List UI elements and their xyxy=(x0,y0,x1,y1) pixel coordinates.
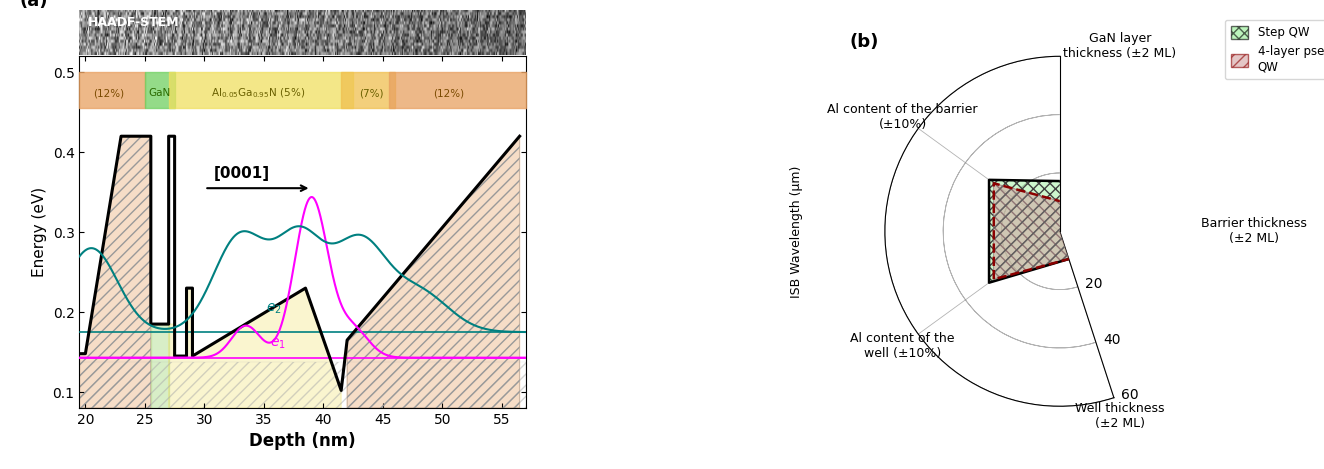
Text: [0001]: [0001] xyxy=(214,166,270,181)
Text: Al$_{0.05}$Ga$_{0.95}$N (5%): Al$_{0.05}$Ga$_{0.95}$N (5%) xyxy=(211,86,305,100)
Bar xyxy=(389,72,526,108)
Text: $e_2$: $e_2$ xyxy=(266,302,282,317)
Polygon shape xyxy=(347,136,519,408)
Polygon shape xyxy=(151,324,168,408)
Text: $e_1$: $e_1$ xyxy=(270,336,286,351)
Polygon shape xyxy=(168,288,342,408)
Polygon shape xyxy=(994,183,1090,279)
Polygon shape xyxy=(989,180,1168,283)
Text: (12%): (12%) xyxy=(94,88,124,98)
Text: (a): (a) xyxy=(20,0,49,10)
X-axis label: Depth (nm): Depth (nm) xyxy=(249,432,356,450)
Text: (7%): (7%) xyxy=(359,88,383,98)
Bar xyxy=(144,72,175,108)
Bar xyxy=(168,72,354,108)
Text: (12%): (12%) xyxy=(433,88,463,98)
Text: (b): (b) xyxy=(849,33,878,51)
Text: GaN: GaN xyxy=(148,88,171,98)
Legend: Step QW, 4-layer pseudo-square
QW: Step QW, 4-layer pseudo-square QW xyxy=(1225,20,1324,79)
Bar xyxy=(342,72,395,108)
Bar xyxy=(79,72,144,108)
Text: HAADF-STEM: HAADF-STEM xyxy=(89,15,180,29)
Polygon shape xyxy=(79,136,151,408)
Y-axis label: Energy (eV): Energy (eV) xyxy=(32,187,48,277)
Text: ISB Wavelength (μm): ISB Wavelength (μm) xyxy=(789,166,802,298)
